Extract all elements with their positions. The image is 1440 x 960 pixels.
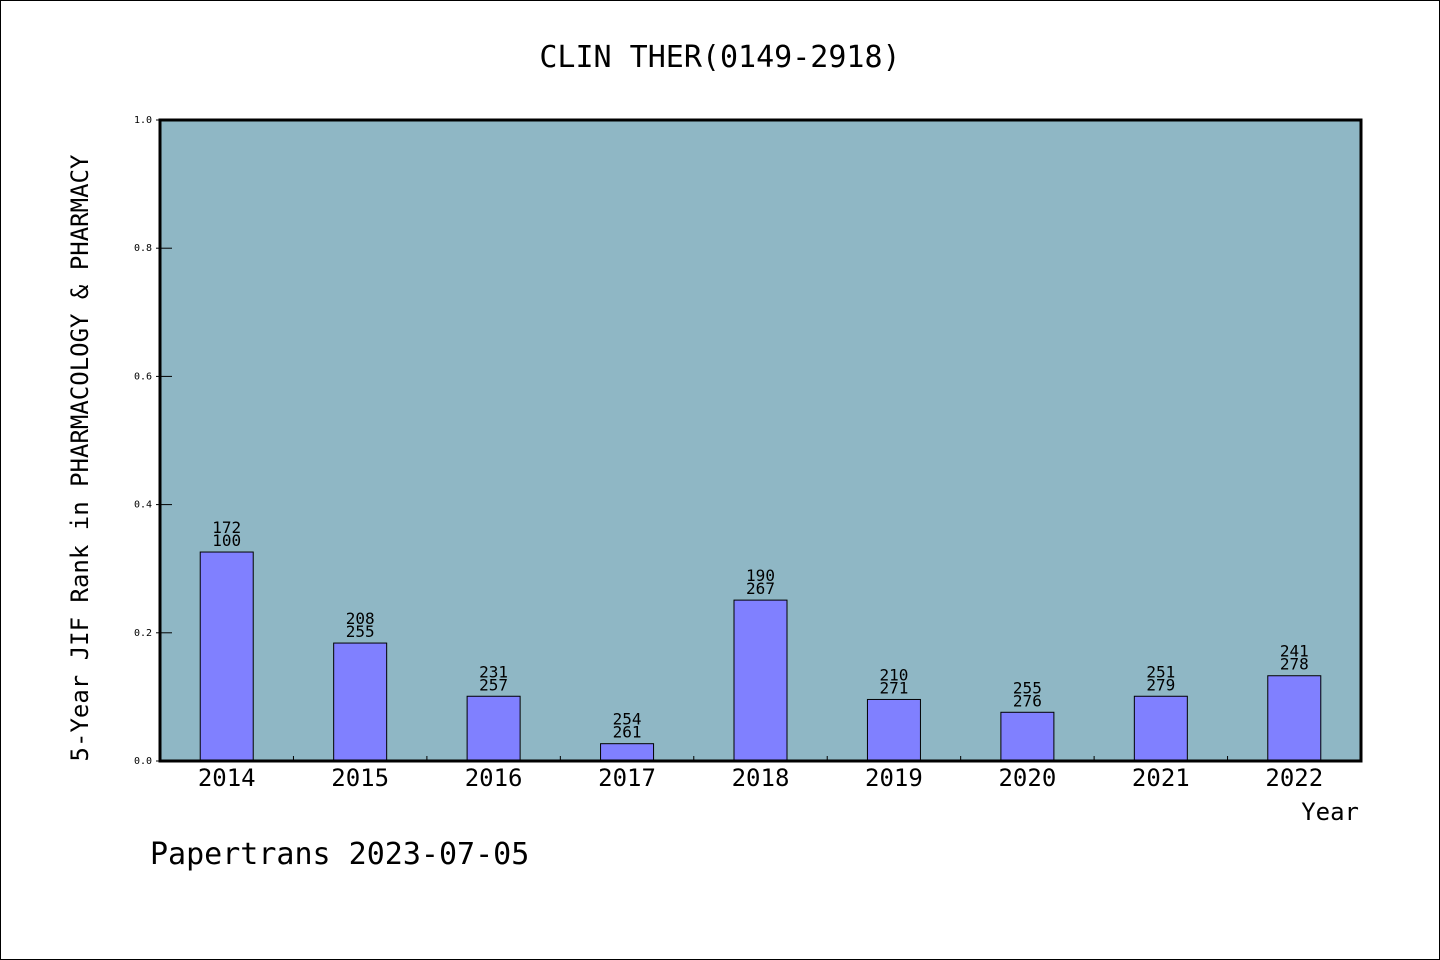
bar-total-label: 257	[479, 675, 508, 694]
bar-rank-label: 251	[1146, 662, 1175, 681]
bar-total-label: 278	[1280, 655, 1309, 674]
x-tick-label: 2019	[865, 764, 923, 792]
x-tick-label: 2018	[732, 764, 790, 792]
bar-2021	[1133, 695, 1188, 762]
bars	[199, 551, 1322, 762]
x-tick-label: 2022	[1265, 764, 1323, 792]
x-tick-label: 2015	[331, 764, 389, 792]
y-axis: 0.0 0.2 0.4 0.6 0.8 1.0	[134, 115, 172, 767]
y-axis-label: 5-Year JIF Rank in PHARMACOLOGY & PHARMA…	[66, 154, 94, 761]
bar-total-label: 261	[613, 723, 642, 742]
x-axis-label: Year	[1301, 798, 1359, 826]
x-tick-label: 2017	[598, 764, 656, 792]
bar-total-label: 279	[1146, 675, 1175, 694]
bar-2019	[866, 698, 921, 762]
y-tick-label: 0.6	[134, 371, 152, 382]
bar-2017	[600, 743, 655, 762]
x-tick-label: 2020	[998, 764, 1056, 792]
bar-rank-label: 190	[746, 566, 775, 585]
y-tick-label: 0.2	[134, 628, 152, 639]
x-axis: 2014 2015 2016 2017 2018 2019 2020 2021 2022	[198, 756, 1323, 792]
bar-2018	[733, 599, 788, 762]
bar-rank-label: 208	[346, 609, 375, 628]
bar-total-label: 271	[879, 678, 908, 697]
bar-total-label: 276	[1013, 691, 1042, 710]
bar-rank-label: 172	[212, 518, 241, 537]
bar-total-label: 267	[746, 579, 775, 598]
bar-total-label: 255	[346, 622, 375, 641]
x-tick-label: 2021	[1132, 764, 1190, 792]
bar-total-label: 100	[212, 531, 241, 550]
bar-2016	[466, 695, 521, 762]
bar-rank-label: 241	[1280, 642, 1309, 661]
x-tick-label: 2016	[465, 764, 523, 792]
bar-rank-label: 231	[479, 662, 508, 681]
bar-2014	[199, 551, 254, 762]
y-tick-label: 0.0	[134, 756, 152, 767]
bar-2022	[1267, 675, 1322, 762]
bar-rank-label: 210	[879, 665, 908, 684]
plot-border	[158, 118, 1363, 763]
bar-2015	[333, 642, 388, 762]
bar-rank-label: 254	[613, 710, 642, 729]
footer-credit: Papertrans 2023-07-05	[150, 837, 529, 872]
y-tick-label: 1.0	[134, 115, 152, 126]
y-tick-label: 0.4	[134, 500, 152, 511]
chart-title: CLIN THER(0149-2918)	[539, 40, 900, 75]
y-tick-label: 0.8	[134, 243, 152, 254]
bar-2020	[1000, 711, 1055, 762]
x-tick-label: 2014	[198, 764, 256, 792]
bar-rank-label: 255	[1013, 678, 1042, 697]
